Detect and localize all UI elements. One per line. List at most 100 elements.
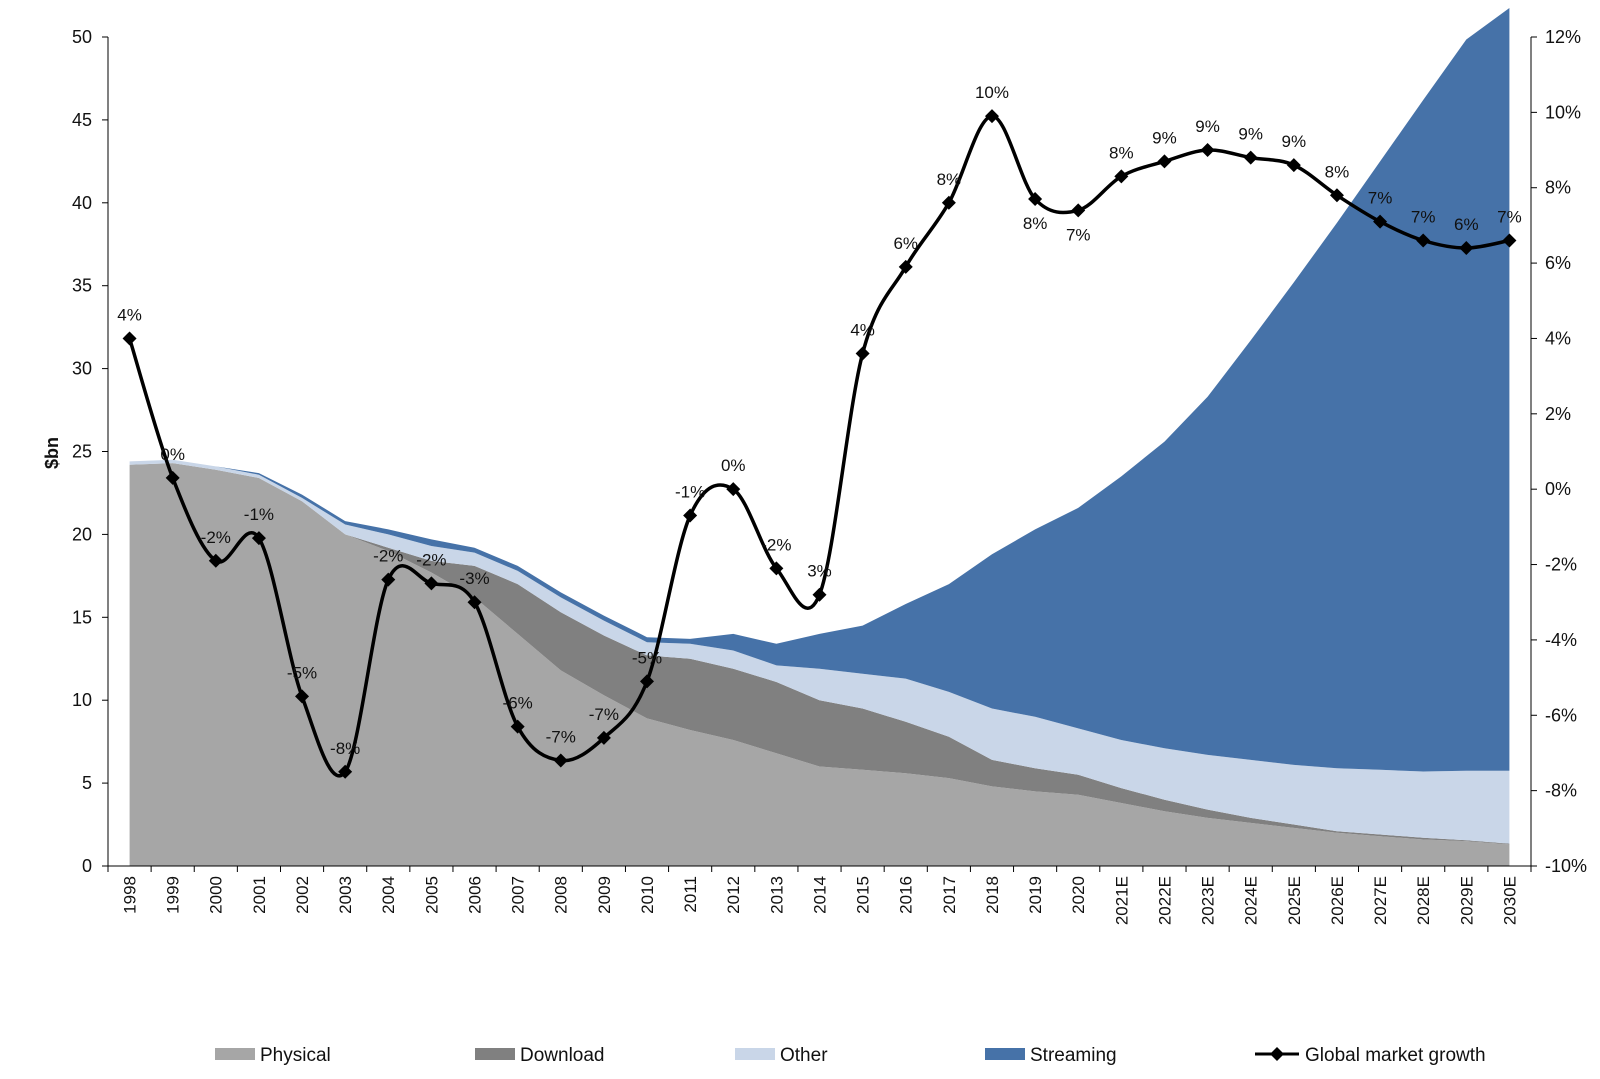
growth-data-label: -1%: [244, 505, 274, 524]
growth-data-label: 7%: [1368, 189, 1393, 208]
growth-marker: [769, 561, 784, 576]
stacked-areas: [129, 8, 1510, 866]
y-tick-label: 20: [72, 524, 92, 544]
growth-marker: [596, 730, 611, 745]
growth-marker: [1157, 154, 1172, 169]
growth-data-label: -2%: [201, 528, 231, 547]
area-other: [129, 459, 1510, 844]
y2-tick-label: 10%: [1545, 102, 1581, 122]
x-tick-label: 2003: [336, 876, 355, 914]
growth-marker: [208, 553, 223, 568]
growth-marker: [338, 764, 353, 779]
growth-marker: [1200, 143, 1215, 158]
x-tick-label: 1998: [121, 876, 140, 914]
growth-data-label: -2%: [373, 547, 403, 566]
x-tick-label: 2025E: [1285, 876, 1304, 925]
legend-swatch-physical: [215, 1048, 255, 1060]
x-tick-label: 2022E: [1155, 876, 1174, 925]
growth-data-label: 9%: [1195, 117, 1220, 136]
legend-swatch-other: [735, 1048, 775, 1060]
growth-data-label: 4%: [117, 305, 142, 324]
x-tick-label: 2006: [465, 876, 484, 914]
y2-tick-label: -10%: [1545, 856, 1587, 876]
area-streaming: [129, 8, 1510, 772]
growth-marker: [1373, 214, 1388, 229]
y-tick-label: 35: [72, 276, 92, 296]
growth-marker: [1028, 192, 1043, 207]
x-tick-label: 2009: [595, 876, 614, 914]
x-tick-label: 2028E: [1414, 876, 1433, 925]
x-tick-label: 2013: [767, 876, 786, 914]
growth-data-label: -8%: [330, 739, 360, 758]
growth-marker: [683, 508, 698, 523]
growth-data-label: -3%: [459, 569, 489, 588]
growth-marker: [467, 595, 482, 610]
legend-label: Global market growth: [1305, 1045, 1486, 1066]
growth-marker: [1502, 233, 1517, 248]
growth-data-label: 0%: [721, 456, 746, 475]
growth-data-label: 7%: [1066, 225, 1091, 244]
growth-data-label: 9%: [1152, 128, 1177, 147]
legend-label: Other: [780, 1045, 828, 1066]
x-tick-label: 2005: [422, 876, 441, 914]
growth-marker: [1459, 241, 1474, 256]
growth-marker: [122, 331, 137, 346]
y2-tick-label: -2%: [1545, 555, 1577, 575]
x-tick-label: 2010: [638, 876, 657, 914]
y2-tick-label: 12%: [1545, 27, 1581, 47]
x-tick-label: 2029E: [1457, 876, 1476, 925]
growth-marker: [898, 259, 913, 274]
growth-data-label: 3%: [807, 562, 832, 581]
growth-marker: [1329, 188, 1344, 203]
y-axis-label: $bn: [42, 437, 62, 469]
legend-swatch-download: [475, 1048, 515, 1060]
y2-tick-label: 8%: [1545, 178, 1571, 198]
x-tick-label: 2008: [552, 876, 571, 914]
growth-marker: [510, 719, 525, 734]
x-tick-label: 2016: [897, 876, 916, 914]
y-tick-label: 25: [72, 442, 92, 462]
growth-data-label: -5%: [632, 648, 662, 667]
x-tick-label: 2019: [1026, 876, 1045, 914]
growth-marker: [812, 587, 827, 602]
growth-data-label: 7%: [1411, 207, 1436, 226]
growth-data-label: 8%: [937, 170, 962, 189]
y-tick-label: 50: [72, 27, 92, 47]
growth-data-label: -2%: [761, 535, 791, 554]
y2-tick-label: 6%: [1545, 253, 1571, 273]
growth-marker: [1071, 203, 1086, 218]
growth-marker: [1243, 150, 1258, 165]
y-tick-label: 40: [72, 193, 92, 213]
growth-data-label: -6%: [503, 694, 533, 713]
growth-data-label: -7%: [589, 705, 619, 724]
y2-tick-label: 4%: [1545, 328, 1571, 348]
legend-swatch-streaming: [985, 1048, 1025, 1060]
x-tick-label: 2007: [509, 876, 528, 914]
x-tick-label: 2002: [293, 876, 312, 914]
x-tick-label: 2004: [379, 876, 398, 914]
growth-data-label: -7%: [546, 727, 576, 746]
growth-marker: [165, 470, 180, 485]
growth-marker: [855, 346, 870, 361]
legend-label: Physical: [260, 1045, 331, 1066]
legend: Physical Download Other Streaming Global mar…: [215, 1045, 1486, 1066]
area-physical: [129, 463, 1510, 866]
x-tick-label: 2000: [207, 876, 226, 914]
growth-marker: [1286, 158, 1301, 173]
x-tick-label: 2026E: [1328, 876, 1347, 925]
x-tick-label: 2012: [724, 876, 743, 914]
growth-data-label: 8%: [1023, 214, 1048, 233]
x-tick-label: 2001: [250, 876, 269, 914]
growth-marker: [295, 689, 310, 704]
legend-label: Download: [520, 1045, 605, 1066]
growth-marker: [1114, 169, 1129, 184]
growth-data-label: 9%: [1282, 132, 1307, 151]
growth-data-label: -5%: [287, 663, 317, 682]
y2-tick-label: -8%: [1545, 781, 1577, 801]
x-tick-label: 2020: [1069, 876, 1088, 914]
growth-data-label: 9%: [1238, 125, 1263, 144]
growth-data-label: -1%: [675, 483, 705, 502]
x-tick-label: 2017: [940, 876, 959, 914]
y2-tick-label: 0%: [1545, 479, 1571, 499]
